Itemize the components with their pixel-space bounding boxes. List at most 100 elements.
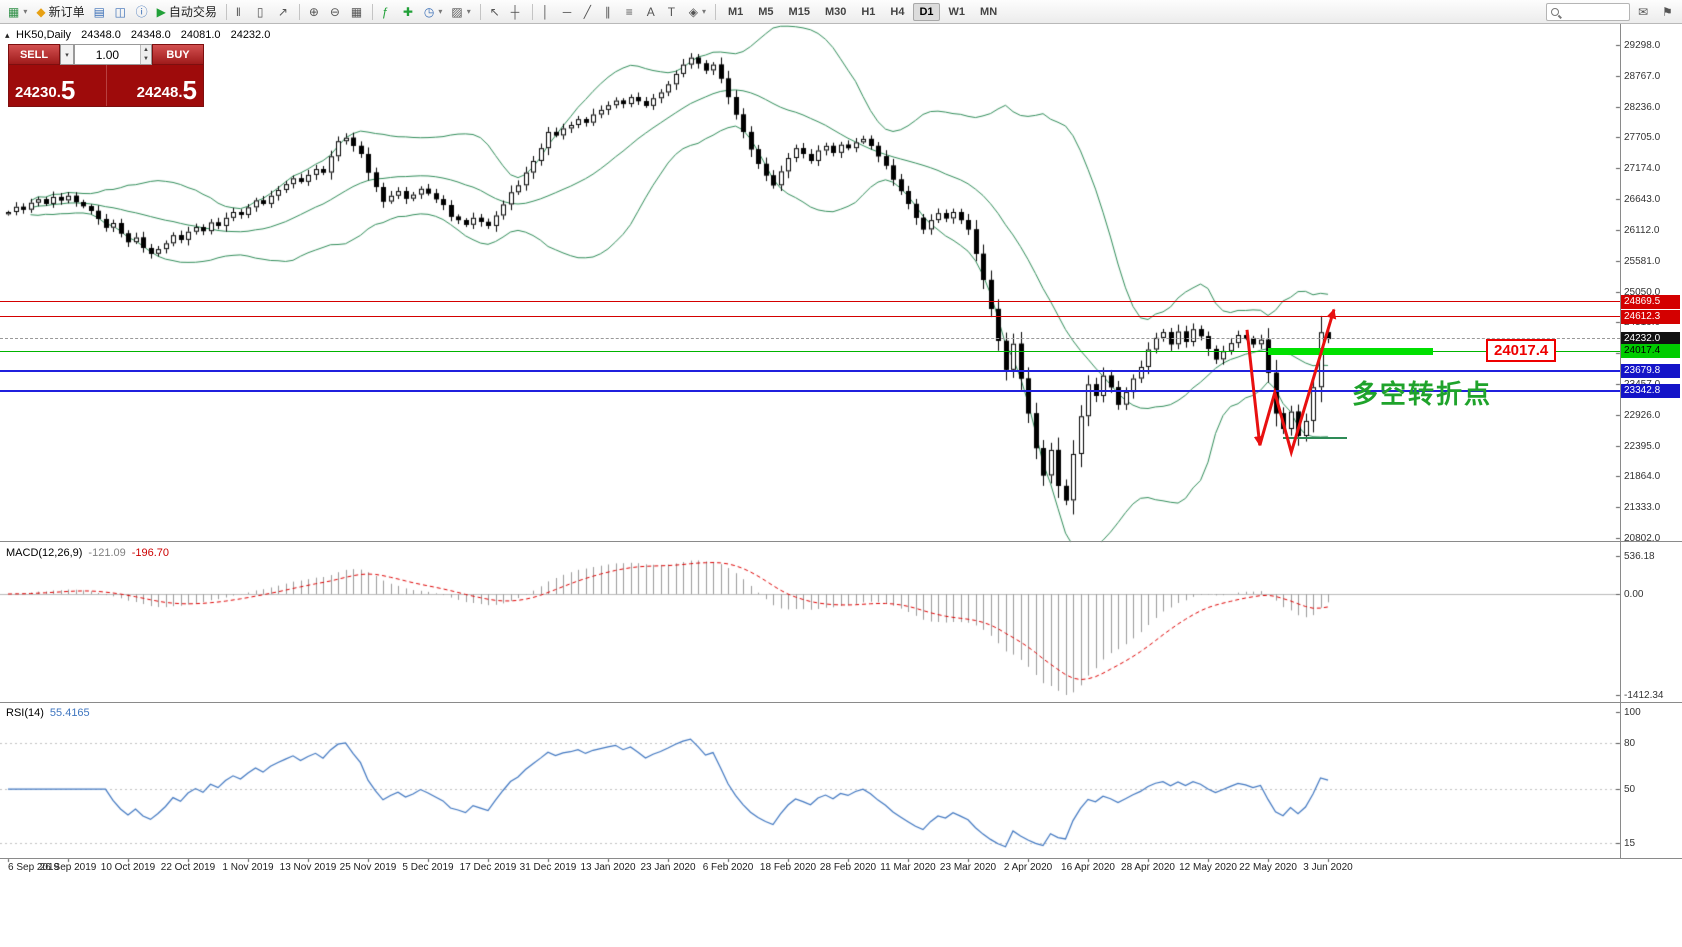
new-chart-button[interactable]: ▦ ▾ [4, 2, 31, 22]
toolbar-right-group: ✉ ⚑ [1546, 2, 1678, 22]
price-axis-tag: 23679.8 [1621, 364, 1680, 378]
volume-field: ▲ ▼ [74, 44, 152, 65]
buy-price[interactable]: 24248. 5 [105, 65, 204, 106]
one-click-collapse-arrow[interactable]: ▴ [5, 30, 10, 40]
horizontal-level-line[interactable] [0, 301, 1620, 303]
price-tick-label: 26112.0 [1624, 224, 1660, 236]
rsi-label: RSI(14) 55.4165 [6, 707, 90, 719]
symbol-name: HK50,Daily [16, 29, 72, 41]
channel-button[interactable]: ∥ [601, 2, 621, 22]
timeframe-m30-button[interactable]: M30 [819, 3, 852, 21]
macd-axis-label: -1412.34 [1624, 689, 1664, 701]
zoom-out-button[interactable]: ⊖ [326, 2, 346, 22]
add-indicator-button[interactable]: ✚ [399, 2, 419, 22]
toolbar-separator [371, 3, 373, 20]
support-segment[interactable] [1283, 436, 1347, 439]
turning-point-annotation[interactable]: 多空转折点 [1352, 379, 1493, 409]
panel-separator-2[interactable] [0, 702, 1682, 703]
toolbar-separator [714, 3, 716, 20]
navigator-button[interactable]: ⓘ [132, 2, 152, 22]
rsi-value: 55.4165 [49, 707, 90, 719]
date-tick-label: 25 Nov 2019 [339, 862, 397, 873]
macd-indicator-name: MACD(12,26,9) [6, 547, 83, 559]
zoom-out-icon: ⊖ [329, 4, 340, 19]
rsi-indicator-name: RSI(14) [6, 707, 44, 719]
toolbar: ▦ ▾ ◆ 新订单 ▤ ◫ ⓘ ▶ 自动交易 ‖ ▯ ↗ ⊕ ⊖ ▦ ƒ ✚ ◷ ▾ ▨ ▾ ↖ ┼ │ ─ ╱ ∥ ≡ A T ◈ ▾ M1 M… [0, 0, 1682, 24]
toolbar-separator [225, 3, 227, 20]
timeframe-m15-button[interactable]: M15 [783, 3, 816, 21]
community-icon: ✉ [1638, 4, 1649, 19]
horizontal-level-line[interactable] [0, 316, 1620, 318]
timeframe-h1-button[interactable]: H1 [855, 3, 881, 21]
ohlc-close: 24232.0 [230, 29, 271, 41]
market-watch-button[interactable]: ▤ [90, 2, 110, 22]
macd-signal-value: -196.70 [131, 547, 170, 559]
data-window-button[interactable]: ◫ [111, 2, 131, 22]
autotrading-button[interactable]: ▶ 自动交易 [153, 2, 221, 22]
buy-button[interactable]: BUY [152, 44, 204, 65]
trendline-button[interactable]: ╱ [580, 2, 600, 22]
sell-button[interactable]: SELL [8, 44, 60, 65]
timeframe-mn-button[interactable]: MN [974, 3, 1003, 21]
cursor-button[interactable]: ↖ [486, 2, 506, 22]
panel-separator-1[interactable] [0, 541, 1682, 542]
ohlc-open: 24348.0 [81, 29, 121, 41]
timeframe-w1-button[interactable]: W1 [943, 3, 972, 21]
date-tick-label: 12 May 2020 [1179, 862, 1237, 873]
rsi-axis-label: 50 [1624, 784, 1636, 796]
price-tick-label: 28767.0 [1624, 70, 1661, 82]
tile-windows-button[interactable]: ▦ [347, 2, 367, 22]
timeframe-h4-button[interactable]: H4 [884, 3, 910, 21]
label-button[interactable]: T [664, 2, 684, 22]
chart-candles-button[interactable]: ▯ [253, 2, 273, 22]
price-tick-label: 25050.0 [1624, 286, 1661, 298]
volume-input[interactable] [75, 45, 140, 64]
timeframe-d1-button[interactable]: D1 [913, 2, 940, 21]
new-order-button[interactable]: ◆ 新订单 [32, 2, 88, 22]
horizontal-level-line[interactable] [0, 389, 1620, 392]
chart-line-button[interactable]: ↗ [274, 2, 294, 22]
date-tick-label: 31 Dec 2019 [519, 862, 577, 873]
alerts-icon: ⚑ [1662, 4, 1673, 19]
price-axis-tag: 24017.4 [1621, 344, 1680, 359]
timeframe-m5-button[interactable]: M5 [752, 3, 779, 21]
date-tick-label: 23 Mar 2020 [939, 862, 997, 873]
periods-button[interactable]: ◷ ▾ [420, 2, 447, 22]
volume-increase-button[interactable]: ▲ [140, 45, 151, 55]
volume-type-dropdown[interactable]: ▾ [60, 44, 74, 65]
time-axis-line [0, 858, 1682, 859]
objects-button[interactable]: ◈ ▾ [685, 2, 710, 22]
timeframe-m1-button[interactable]: M1 [722, 3, 749, 21]
horizontal-line-button[interactable]: ─ [559, 2, 579, 22]
search-input[interactable] [1562, 4, 1625, 19]
chart-candles-icon: ▯ [256, 4, 264, 19]
date-tick-label: 6 Feb 2020 [702, 862, 754, 873]
price-tick-label: 22395.0 [1624, 440, 1661, 452]
fibonacci-button[interactable]: ≡ [622, 2, 642, 22]
price-annotation-box[interactable]: 24017.4 [1486, 339, 1557, 362]
vertical-line-button[interactable]: │ [538, 2, 558, 22]
chart-bars-button[interactable]: ‖ [232, 2, 252, 22]
horizontal-level-line[interactable] [0, 350, 1620, 352]
support-zone-highlight[interactable] [1268, 347, 1433, 355]
chart-line-icon: ↗ [277, 4, 288, 19]
community-button[interactable]: ✉ [1634, 2, 1654, 22]
trend-arrow[interactable] [1258, 308, 1337, 458]
text-button[interactable]: A [643, 2, 663, 22]
templates-button[interactable]: ▨ ▾ [447, 2, 474, 22]
price-tick-label: 27174.0 [1624, 163, 1661, 175]
sell-price[interactable]: 24230. 5 [9, 65, 106, 106]
zoom-in-button[interactable]: ⊕ [305, 2, 325, 22]
trend-arrow[interactable] [1245, 329, 1264, 447]
volume-decrease-button[interactable]: ▼ [140, 54, 151, 64]
date-tick-label: 13 Jan 2020 [580, 862, 636, 873]
ohlc-high: 24348.0 [130, 29, 171, 41]
horizontal-level-line[interactable] [0, 338, 1620, 340]
price-axis-tag: 23342.8 [1621, 383, 1680, 398]
crosshair-button[interactable]: ┼ [507, 2, 527, 22]
indicators-button[interactable]: ƒ [378, 2, 398, 22]
alerts-button[interactable]: ⚑ [1658, 2, 1678, 22]
horizontal-level-line[interactable] [0, 370, 1620, 372]
